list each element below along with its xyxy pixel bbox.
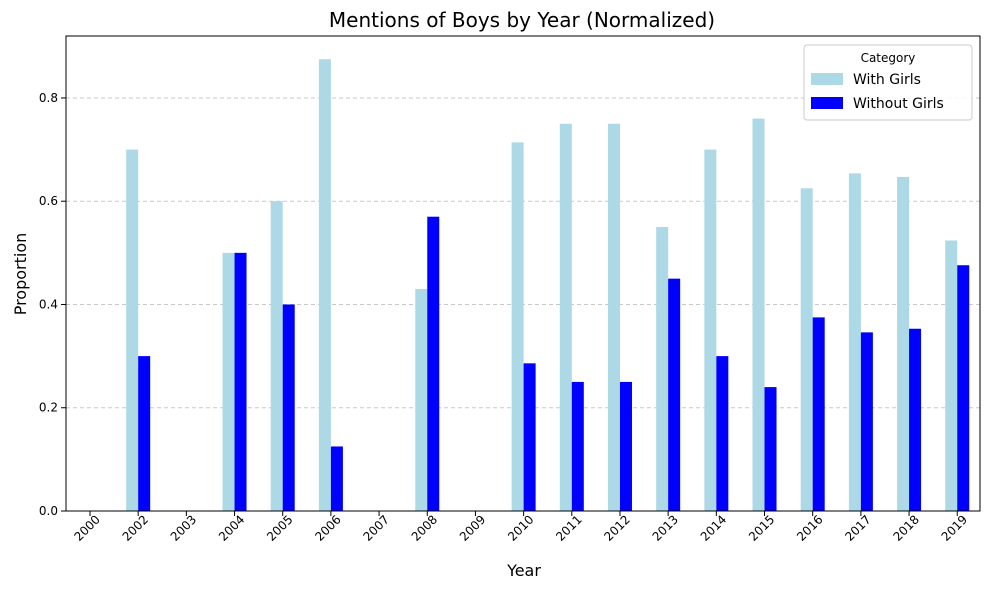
bar-with-girls — [270, 201, 283, 511]
bar-with-girls — [704, 149, 717, 511]
bar-with-girls — [415, 288, 428, 511]
x-axis: 2000 2002 2003 2004 2005 2006 2007 2008 2009 2010… — [71, 511, 970, 544]
x-tick-label: 2007 — [361, 512, 392, 543]
bar-without-girls — [860, 332, 873, 511]
y-axis: 0.0 0.2 0.4 0.6 0.8 — [39, 91, 66, 518]
x-tick-label: 2008 — [409, 512, 440, 543]
x-tick-label: 2011 — [553, 512, 584, 543]
bars — [126, 59, 970, 512]
bar-without-girls — [571, 381, 584, 511]
bar-without-girls — [282, 304, 295, 511]
bar-without-girls — [668, 278, 681, 511]
x-tick-label: 2017 — [842, 512, 873, 543]
x-tick-label: 2005 — [264, 512, 295, 543]
bar-without-girls — [427, 216, 440, 511]
y-tick-label: 0.8 — [39, 91, 58, 105]
y-tick-label: 0.0 — [39, 504, 58, 518]
bar-without-girls — [716, 356, 729, 511]
bar-without-girls — [234, 252, 247, 511]
bar-with-girls — [945, 240, 958, 511]
bar-with-girls — [607, 123, 620, 512]
legend: Category With Girls Without Girls — [803, 44, 973, 121]
x-tick-label: 2009 — [457, 512, 488, 543]
bar-without-girls — [909, 328, 922, 511]
y-tick-label: 0.6 — [39, 194, 58, 208]
x-tick-label: 2012 — [601, 512, 632, 543]
bar-with-girls — [656, 227, 669, 512]
bar-without-girls — [957, 265, 970, 511]
x-tick-label: 2019 — [939, 512, 970, 543]
bar-with-girls — [511, 142, 524, 511]
bar-with-girls — [752, 118, 765, 511]
bar-with-girls — [126, 149, 139, 511]
bar-without-girls — [764, 387, 777, 511]
bar-with-girls — [318, 59, 331, 511]
x-tick-label: 2016 — [794, 512, 825, 543]
bar-with-girls — [222, 252, 235, 511]
bar-with-girls — [800, 188, 813, 511]
bar-without-girls — [523, 363, 536, 511]
y-tick-label: 0.2 — [39, 401, 58, 415]
legend-box — [803, 44, 973, 121]
legend-swatch-without-girls — [811, 97, 843, 109]
bar-without-girls — [619, 381, 632, 511]
x-tick-label: 2003 — [168, 512, 199, 543]
legend-swatch-with-girls — [811, 73, 843, 85]
x-tick-label: 2002 — [120, 512, 151, 543]
x-tick-label: 2018 — [890, 512, 921, 543]
chart-title: Mentions of Boys by Year (Normalized) — [329, 8, 715, 32]
plot-frame — [65, 35, 981, 512]
x-tick-label: 2000 — [71, 512, 102, 543]
x-tick-label: 2004 — [216, 512, 247, 543]
legend-label-without-girls: Without Girls — [853, 96, 944, 112]
x-tick-label: 2010 — [505, 512, 536, 543]
legend-label-with-girls: With Girls — [853, 72, 921, 88]
legend-title: Category — [861, 51, 916, 65]
bar-without-girls — [812, 317, 825, 511]
bar-without-girls — [330, 446, 343, 511]
x-tick-label: 2015 — [746, 512, 777, 543]
bar-with-girls — [848, 173, 861, 511]
bar-without-girls — [138, 356, 151, 511]
x-tick-label: 2006 — [312, 512, 343, 543]
y-tick-label: 0.4 — [39, 297, 58, 311]
y-axis-label: Proportion — [11, 233, 30, 316]
x-axis-label: Year — [506, 561, 541, 580]
x-tick-label: 2013 — [650, 512, 681, 543]
x-tick-label: 2014 — [698, 512, 729, 543]
bar-with-girls — [897, 176, 910, 511]
bar-with-girls — [559, 123, 572, 512]
